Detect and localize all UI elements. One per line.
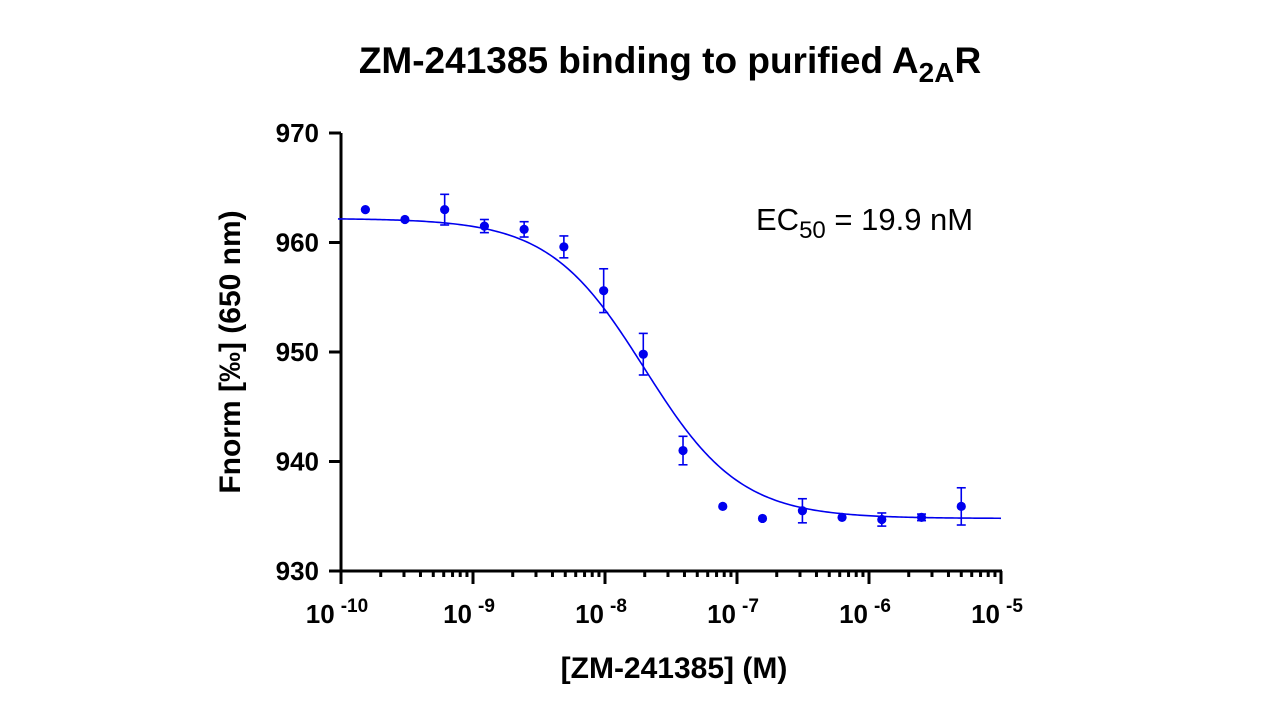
- data-point-marker: [479, 221, 489, 231]
- y-tick-label: 950: [276, 337, 319, 367]
- data-point: [559, 235, 569, 259]
- data-point-marker: [916, 512, 927, 522]
- x-tick-label-exponent: -9: [478, 596, 495, 617]
- y-ticks: 930 940 950 960 970: [276, 118, 341, 586]
- y-axis-title: Fnorm [‰] (650 nm): [214, 210, 247, 493]
- data-point-marker: [877, 514, 887, 525]
- x-tick-label: 10 -8: [575, 596, 627, 629]
- y-tick-label: 970: [276, 118, 319, 148]
- x-tick-label: 10 -6: [839, 596, 891, 629]
- x-tick-label-exponent: -6: [874, 596, 891, 617]
- data-point: [638, 332, 648, 376]
- data-point-marker: [797, 506, 808, 516]
- chart-title: ZM-241385 binding to purified A2AR: [359, 40, 981, 88]
- data-point: [360, 205, 370, 215]
- y-tick-label: 930: [276, 556, 319, 586]
- x-tick-label: 10 -10: [306, 596, 368, 629]
- x-tick-label: 10 -9: [443, 596, 495, 629]
- data-point-marker: [559, 242, 569, 252]
- data-point-marker: [599, 286, 609, 296]
- x-tick-label-base: 10: [443, 599, 472, 629]
- x-tick-label-exponent: -8: [610, 596, 627, 617]
- data-point: [837, 512, 847, 522]
- data-point: [519, 220, 529, 238]
- fit-curve: [337, 218, 1002, 520]
- chart-title-suffix: R: [954, 40, 981, 81]
- data-point-marker: [956, 501, 966, 511]
- data-point-marker: [718, 501, 728, 511]
- data-point-marker: [440, 205, 450, 215]
- x-ticks: 10 -10 10 -9 10 -8 10 -7 10 -6 10 -5: [306, 571, 1023, 629]
- x-axis-title: [ZM-241385] (M): [561, 652, 788, 685]
- data-point: [877, 512, 887, 527]
- data-point-marker: [519, 224, 529, 234]
- x-tick-label-base: 10: [306, 599, 335, 629]
- fit-curve-layer: [337, 218, 1002, 520]
- y-tick-label: 940: [276, 447, 319, 477]
- data-point: [797, 497, 808, 524]
- ec50-annotation-prefix: EC: [756, 202, 799, 237]
- data-point: [599, 267, 609, 314]
- data-points-layer: [360, 193, 966, 527]
- data-point: [678, 435, 688, 466]
- ec50-annotation-suffix: = 19.9 nM: [826, 202, 973, 237]
- chart-title-subscript: 2A: [919, 57, 955, 88]
- y-tick-label: 960: [276, 228, 319, 258]
- ec50-annotation: EC50 = 19.9 nM: [756, 202, 973, 244]
- data-point: [400, 214, 410, 225]
- data-point-marker: [400, 214, 410, 225]
- data-point: [479, 218, 489, 234]
- x-tick-label-base: 10: [575, 599, 604, 629]
- data-point-marker: [757, 513, 768, 524]
- data-point: [440, 193, 450, 226]
- x-tick-label-base: 10: [707, 599, 736, 629]
- chart-title-main: ZM-241385 binding to purified A: [359, 40, 919, 81]
- x-tick-label-exponent: -7: [742, 596, 759, 617]
- x-tick-label: 10 -7: [707, 596, 759, 629]
- data-point-marker: [360, 205, 370, 215]
- ec50-annotation-subscript: 50: [799, 217, 826, 244]
- data-point: [956, 486, 966, 526]
- x-tick-label-exponent: -5: [1006, 596, 1023, 617]
- x-tick-label-base: 10: [971, 599, 1000, 629]
- data-point-marker: [837, 512, 847, 522]
- data-point: [718, 501, 728, 511]
- x-tick-label: 10 -5: [971, 596, 1023, 629]
- data-point: [916, 512, 927, 522]
- data-point-marker: [638, 349, 648, 359]
- data-point: [757, 513, 768, 524]
- x-tick-label-exponent: -10: [341, 596, 368, 617]
- x-tick-label-base: 10: [839, 599, 868, 629]
- data-point-marker: [678, 445, 688, 456]
